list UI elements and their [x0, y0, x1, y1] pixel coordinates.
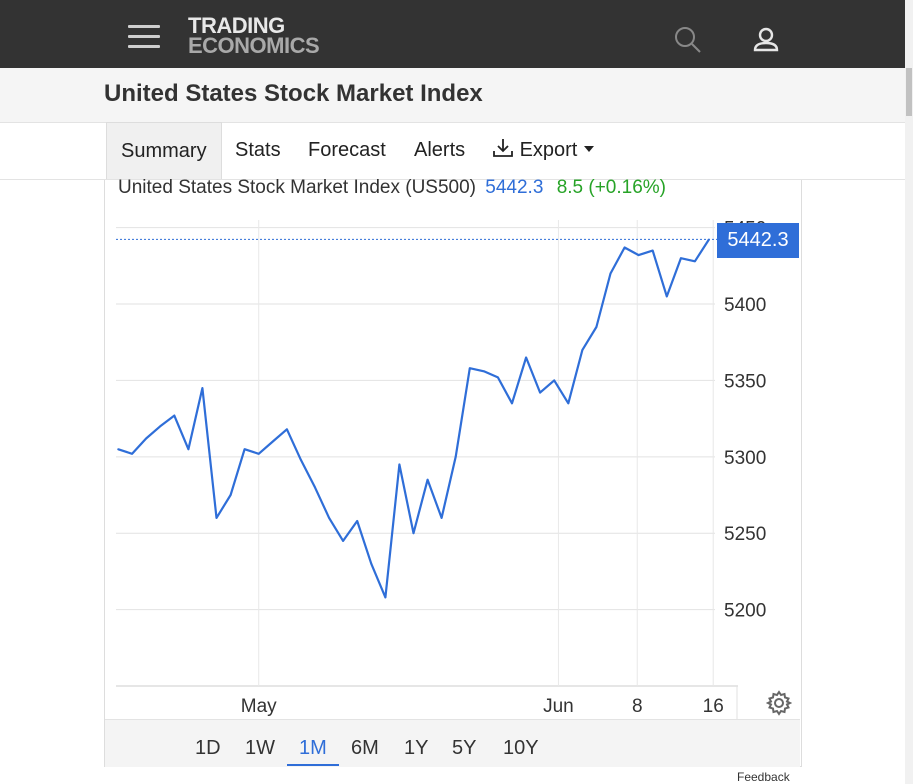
trading-economics-logo[interactable]: TRADING ECONOMICS: [188, 13, 320, 58]
price-point: [229, 494, 232, 496]
y-tick-label: 5400: [724, 295, 766, 316]
price-point: [117, 448, 119, 450]
price-point: [257, 452, 260, 455]
price-point: [286, 428, 288, 431]
y-tick-label: 5300: [724, 448, 766, 469]
price-point: [665, 295, 668, 298]
page-title: United States Stock Market Index: [104, 80, 483, 107]
price-point: [637, 254, 640, 256]
price-point: [708, 238, 710, 241]
top-navbar: TRADING ECONOMICS: [0, 0, 905, 68]
logo-line1: TRADING: [188, 13, 285, 38]
price-point: [567, 402, 570, 405]
chart-price-change: 8.5 (+0.16%): [556, 177, 667, 198]
price-point: [694, 260, 696, 263]
chart-current-price: 5442.3: [485, 177, 544, 198]
tab-summary[interactable]: Summary: [106, 122, 222, 180]
price-series-line: [117, 238, 710, 599]
chart-settings-gear-icon[interactable]: [765, 690, 793, 721]
price-point: [173, 414, 176, 417]
range-6m-button[interactable]: 6M: [351, 737, 379, 759]
x-tick-label: May: [241, 696, 277, 717]
tab-alerts[interactable]: Alerts: [414, 122, 465, 179]
price-point: [623, 246, 626, 249]
tab-forecast[interactable]: Forecast: [308, 122, 386, 179]
price-chart[interactable]: 520052505300535054005450MayJun816: [105, 200, 800, 719]
chart-header: United States Stock Market Index (US500)…: [118, 177, 666, 199]
price-point: [328, 517, 330, 519]
price-point: [145, 437, 147, 440]
title-bar: United States Stock Market Index: [0, 68, 905, 123]
price-point: [412, 532, 415, 535]
range-10y-button[interactable]: 10Y: [503, 737, 539, 759]
price-point: [680, 257, 682, 259]
price-point: [553, 379, 556, 382]
price-point: [342, 540, 344, 542]
price-point: [426, 478, 429, 481]
feedback-link[interactable]: Feedback: [737, 770, 790, 784]
price-point: [271, 440, 274, 443]
price-point: [454, 456, 457, 458]
x-tick-label: Jun: [543, 696, 574, 717]
price-point: [581, 349, 584, 351]
range-1w-button[interactable]: 1W: [245, 737, 275, 759]
user-account-icon[interactable]: [752, 26, 780, 59]
y-tick-label: 5200: [724, 601, 766, 622]
tabs-divider: [0, 179, 905, 180]
price-point: [187, 448, 190, 450]
tab-forecast-label: Forecast: [308, 139, 386, 161]
price-point: [651, 249, 654, 252]
tab-bar: Summary Stats Forecast Alerts Export: [104, 122, 905, 180]
tab-summary-label: Summary: [121, 140, 207, 162]
price-point: [384, 596, 387, 599]
price-point: [468, 367, 471, 370]
range-5y-button[interactable]: 5Y: [452, 737, 477, 759]
tab-stats[interactable]: Stats: [235, 122, 281, 179]
tab-alerts-label: Alerts: [414, 139, 466, 161]
range-1y-button[interactable]: 1Y: [404, 737, 429, 759]
last-price-badge: 5442.3: [717, 223, 799, 258]
price-point: [483, 370, 485, 373]
search-icon[interactable]: [674, 26, 702, 59]
download-icon: [493, 139, 513, 157]
tab-stats-label: Stats: [235, 139, 281, 161]
price-point: [201, 387, 204, 389]
price-point: [314, 486, 316, 489]
tab-export-label: Export: [519, 139, 578, 161]
chart-panel: [104, 180, 802, 767]
tab-export[interactable]: Export: [492, 122, 595, 179]
price-point: [525, 356, 527, 359]
price-point: [511, 402, 513, 405]
y-tick-label: 5250: [724, 524, 766, 545]
x-tick-label: 8: [632, 696, 643, 717]
price-point: [356, 520, 359, 522]
price-point: [215, 517, 218, 519]
price-point: [131, 452, 133, 455]
active-range-indicator: [287, 764, 339, 766]
price-point: [539, 391, 541, 394]
price-point: [595, 326, 598, 328]
y-tick-label: 5350: [724, 371, 766, 392]
price-point: [497, 376, 499, 379]
time-range-bar: 1D 1W 1M 6M 1Y 5Y 10Y: [105, 719, 800, 767]
caret-down-icon: [583, 146, 594, 152]
price-point: [609, 272, 612, 275]
price-point: [159, 425, 162, 428]
price-point: [370, 562, 373, 565]
price-point: [300, 459, 302, 461]
logo-line2: ECONOMICS: [188, 33, 320, 58]
price-point: [398, 463, 401, 466]
range-1m-button[interactable]: 1M: [299, 737, 327, 759]
scrollbar-thumb[interactable]: [906, 68, 912, 116]
page-scrollbar[interactable]: [905, 0, 913, 784]
x-tick-label: 16: [703, 696, 724, 717]
price-point: [440, 517, 443, 519]
chart-series-name: United States Stock Market Index (US500): [118, 177, 476, 198]
range-1d-button[interactable]: 1D: [195, 737, 221, 759]
hamburger-menu-icon[interactable]: [128, 25, 160, 49]
price-point: [243, 448, 246, 450]
